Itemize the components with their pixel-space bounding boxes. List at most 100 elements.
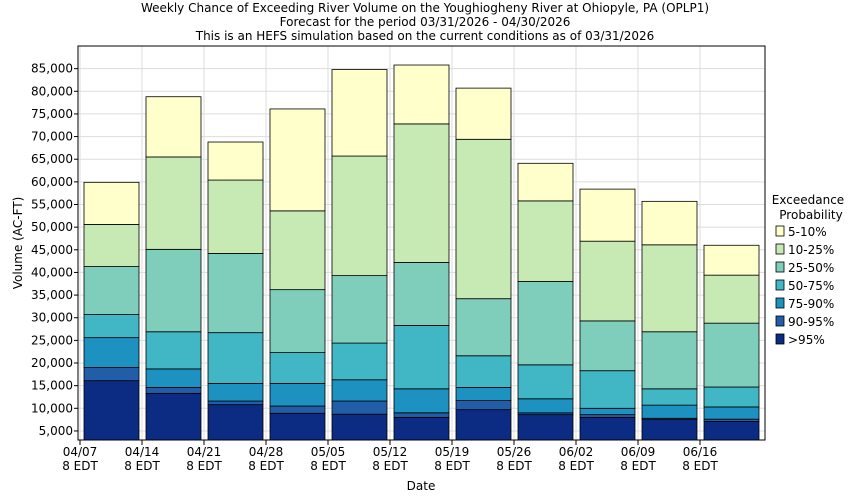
bar-segment (331, 413, 388, 441)
legend-entry-label: 5-10% (788, 225, 827, 239)
y-tick-label: 55,000 (31, 198, 73, 212)
x-tick-label-date: 06/09 (621, 445, 656, 459)
x-tick-label-time: 8 EDT (124, 459, 160, 473)
bar-segment (641, 388, 698, 406)
y-tick-label: 75,000 (31, 107, 73, 121)
bar-segment (207, 382, 264, 402)
bar-segment (703, 421, 760, 441)
bar-segment (517, 281, 574, 366)
y-tick-label: 30,000 (31, 311, 73, 325)
bar-segment (393, 388, 450, 414)
bar-segment (579, 414, 636, 418)
bar-segment (455, 400, 512, 411)
title-line-3: This is an HEFS simulation based on the … (195, 29, 655, 43)
legend-swatch (775, 243, 785, 255)
x-tick-label-time: 8 EDT (434, 459, 470, 473)
bar-segment (331, 155, 388, 277)
legend-entry-label: 90-95% (788, 315, 834, 329)
bar-segment (579, 240, 636, 322)
bar-segment (579, 416, 636, 441)
legend-entry-label: 50-75% (788, 279, 834, 293)
bar-segment (393, 262, 450, 326)
x-tick-label-date: 05/19 (435, 445, 470, 459)
title-line-2: Forecast for the period 03/31/2026 - 04/… (280, 15, 571, 29)
bar-segment (455, 409, 512, 441)
bar-segment (517, 414, 574, 441)
bar-segment (269, 210, 326, 291)
x-tick-label-time: 8 EDT (310, 459, 346, 473)
bar-segment (83, 314, 140, 339)
bar-segment (269, 352, 326, 384)
legend-entry-label: >95% (788, 333, 825, 347)
x-tick-label-time: 8 EDT (372, 459, 408, 473)
bar-segment (83, 337, 140, 368)
bar-segment (83, 367, 140, 382)
legend-swatch (775, 279, 785, 291)
x-tick-label-time: 8 EDT (558, 459, 594, 473)
bar-segment (331, 275, 388, 344)
y-tick-label: 45,000 (31, 243, 73, 257)
y-tick-label: 80,000 (31, 84, 73, 98)
y-tick-label: 60,000 (31, 175, 73, 189)
legend-swatch (775, 333, 785, 345)
x-axis-label: Date (407, 479, 436, 493)
title-line-1: Weekly Chance of Exceeding River Volume … (141, 1, 709, 15)
bar-segment (455, 138, 512, 300)
bar-segment (641, 331, 698, 390)
bar-segment (641, 200, 698, 246)
y-tick-label: 5,000 (39, 424, 73, 438)
bar-segment (207, 400, 264, 406)
bar-segment (269, 289, 326, 353)
bar-segment (331, 342, 388, 381)
bar-segment (393, 412, 450, 418)
x-tick-label-time: 8 EDT (62, 459, 98, 473)
bar-segment (207, 141, 264, 181)
bar-segment (703, 406, 760, 420)
bar-segment (579, 407, 636, 416)
y-tick-label: 85,000 (31, 62, 73, 76)
y-tick-label: 50,000 (31, 220, 73, 234)
bar-segment (331, 379, 388, 402)
bar-segment (145, 156, 202, 250)
bar-segment (269, 382, 326, 407)
x-tick-label-date: 05/05 (311, 445, 346, 459)
bar-segment (579, 320, 636, 372)
x-tick-label-date: 04/21 (187, 445, 222, 459)
x-tick-label-time: 8 EDT (186, 459, 222, 473)
bar-segment (703, 274, 760, 324)
bar-segment (83, 266, 140, 315)
legend-title-line-1: Exceedance (772, 193, 844, 207)
y-tick-label: 10,000 (31, 401, 73, 415)
y-tick-label: 25,000 (31, 333, 73, 347)
bar-segment (641, 244, 698, 333)
bar-segment (83, 380, 140, 441)
bar-segment (641, 419, 698, 441)
x-tick-label-date: 06/16 (683, 445, 718, 459)
bar-segment (455, 87, 512, 140)
bar-segment (517, 364, 574, 400)
x-tick-label-time: 8 EDT (248, 459, 284, 473)
bar-segment (331, 69, 388, 157)
bar-segment (83, 224, 140, 267)
bar-segment (517, 398, 574, 414)
bar-segment (83, 181, 140, 225)
bar-segment (145, 368, 202, 388)
bar-segment (331, 400, 388, 415)
x-tick-label-date: 04/07 (63, 445, 98, 459)
bar-segment (703, 386, 760, 408)
bar-segment (269, 108, 326, 212)
bar-segment (207, 179, 264, 254)
y-tick-label: 40,000 (31, 265, 73, 279)
y-tick-label: 35,000 (31, 288, 73, 302)
x-tick-label-date: 06/02 (559, 445, 594, 459)
y-axis-ticks: 5,000 10,000 15,000 20,000 25,000 30,000 35,00… (31, 62, 78, 438)
legend-swatch (775, 315, 785, 327)
bar-segment (455, 355, 512, 388)
legend: Exceedance Probability 5-10% 10-25% 25-50%… (772, 193, 844, 347)
y-axis-label: Volume (AC-FT) (11, 197, 25, 290)
x-tick-label-time: 8 EDT (620, 459, 656, 473)
bar-segment (207, 332, 264, 384)
bar-segment (703, 244, 760, 276)
legend-entry-label: 10-25% (788, 243, 834, 257)
x-tick-label-date: 05/12 (373, 445, 408, 459)
